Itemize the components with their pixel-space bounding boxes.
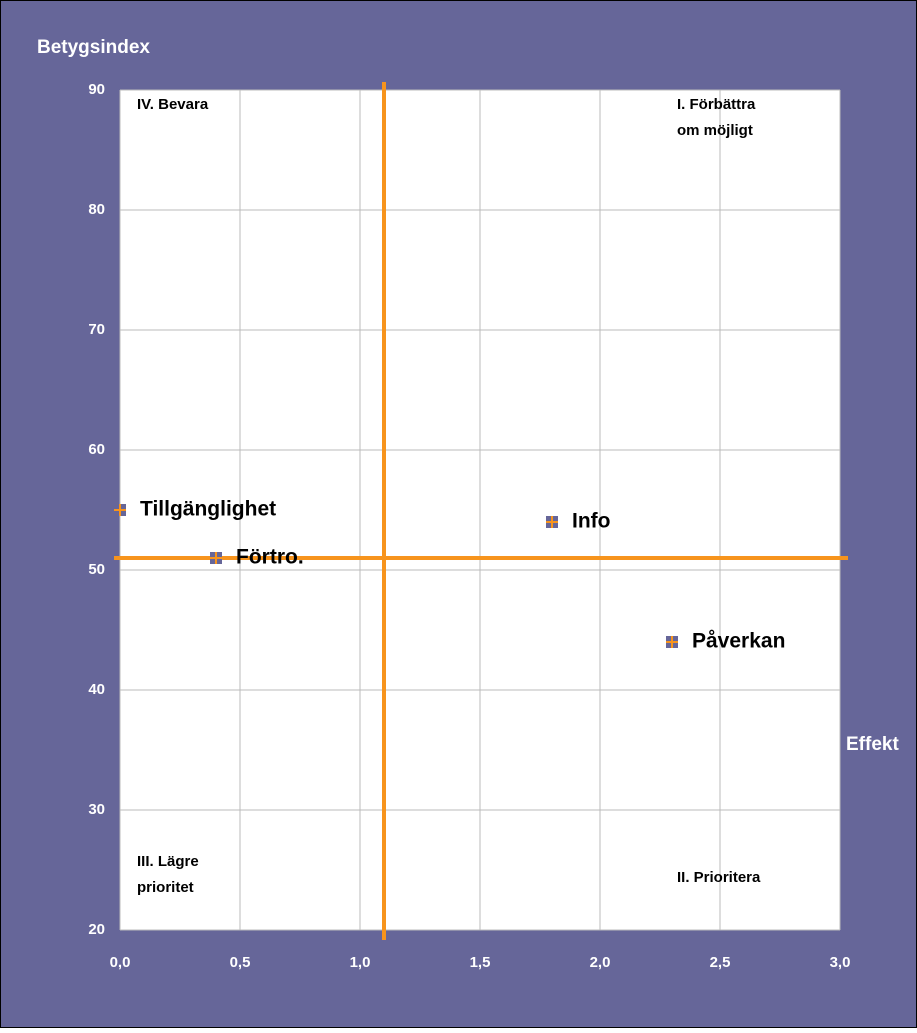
x-tick-label: 1,5 bbox=[470, 954, 491, 971]
y-axis-title: Betygsindex bbox=[37, 37, 150, 58]
y-tick-label: 80 bbox=[88, 201, 105, 218]
quadrant-label: I. Förbättra bbox=[677, 96, 756, 113]
point-label: Info bbox=[572, 510, 610, 533]
y-tick-label: 90 bbox=[88, 81, 105, 98]
quadrant-label: IV. Bevara bbox=[137, 96, 209, 113]
x-tick-label: 0,5 bbox=[230, 954, 251, 971]
quadrant-label: III. Lägre bbox=[137, 853, 199, 870]
x-tick-label: 2,5 bbox=[710, 954, 731, 971]
x-tick-label: 0,0 bbox=[110, 954, 131, 971]
point-label: Påverkan bbox=[692, 630, 785, 653]
point bbox=[114, 504, 126, 516]
x-tick-label: 1,0 bbox=[350, 954, 371, 971]
point bbox=[546, 516, 558, 528]
x-tick-label: 3,0 bbox=[830, 954, 851, 971]
y-tick-label: 20 bbox=[88, 921, 105, 938]
point-label: Tillgänglighet bbox=[140, 498, 276, 521]
quadrant-label: om möjligt bbox=[677, 122, 753, 139]
y-tick-label: 40 bbox=[88, 681, 105, 698]
x-axis-title: Effekt bbox=[846, 734, 899, 755]
point bbox=[210, 552, 222, 564]
y-tick-label: 70 bbox=[88, 321, 105, 338]
y-tick-label: 30 bbox=[88, 801, 105, 818]
quadrant-label: II. Prioritera bbox=[677, 869, 761, 886]
y-tick-label: 60 bbox=[88, 441, 105, 458]
quadrant-label: prioritet bbox=[137, 879, 194, 896]
x-tick-label: 2,0 bbox=[590, 954, 611, 971]
point bbox=[666, 636, 678, 648]
y-tick-label: 50 bbox=[88, 561, 105, 578]
point-label: Förtro. bbox=[236, 546, 304, 569]
